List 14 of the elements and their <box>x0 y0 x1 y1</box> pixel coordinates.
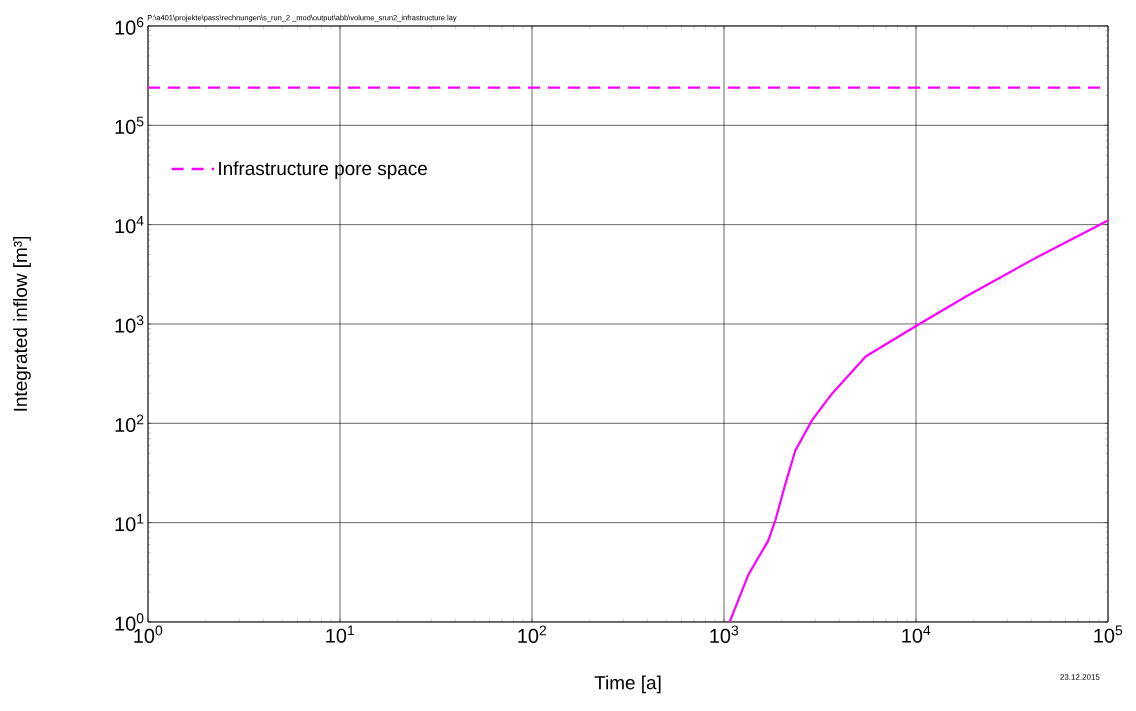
x-tick-label: 10$^{1}$ <box>326 625 355 643</box>
y-tick-label: 10$^{5}$ <box>115 116 144 134</box>
y-tick-label: 10$^{2}$ <box>115 414 144 433</box>
legend-label: Infrastructure pore space <box>219 161 427 179</box>
x-tick-label: 10$^{3}$ <box>710 625 739 643</box>
x-tick-label: 10$^{5}$ <box>1094 625 1123 643</box>
y-axis-title: Integrated inflow [m³] <box>13 236 31 411</box>
x-tick-label: 10$^{2}$ <box>518 625 547 643</box>
y-tick-label: 10$^{4}$ <box>115 216 144 234</box>
y-tick-label: 10$^{1}$ <box>115 514 144 532</box>
y-tick-label: 10$^{6}$ <box>115 17 144 35</box>
x-axis-title: Time [a] <box>594 675 661 694</box>
y-tick-label: 10$^{3}$ <box>115 315 144 333</box>
x-tick-label: 10$^{4}$ <box>902 625 931 643</box>
